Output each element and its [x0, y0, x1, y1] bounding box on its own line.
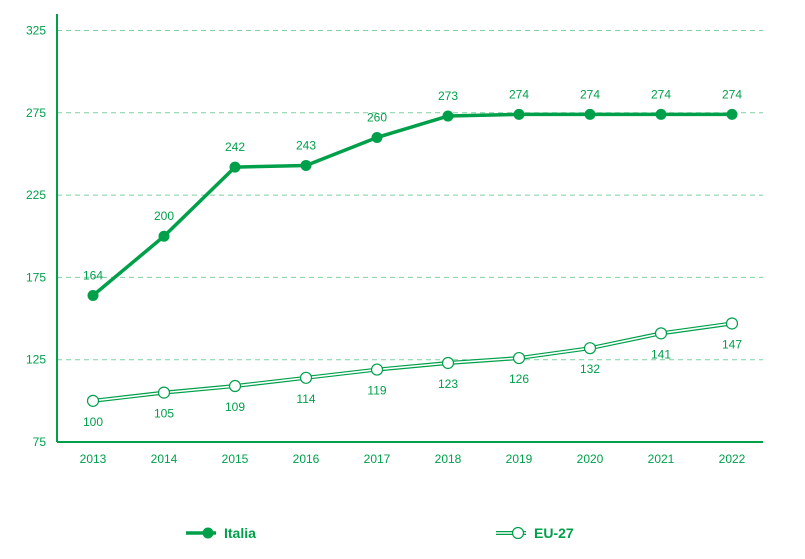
data-label: 164 [83, 268, 103, 282]
legend-label: EU-27 [534, 525, 574, 541]
data-label: 274 [509, 87, 529, 101]
x-tick-label: 2019 [506, 452, 533, 466]
series-line-eu27 [92, 321, 733, 403]
legend-entry: Italia [186, 525, 256, 541]
x-tick-label: 2013 [80, 452, 107, 466]
data-label: 132 [580, 362, 600, 376]
y-tick-label: 325 [26, 23, 46, 37]
data-label: 274 [651, 87, 671, 101]
y-tick-labels: 75 125 175 225 275 325 [26, 23, 46, 449]
data-point [228, 379, 242, 393]
data-label: 260 [367, 110, 387, 124]
data-label: 109 [225, 400, 245, 414]
series-lines [91, 112, 733, 403]
data-point [87, 289, 99, 301]
data-label: 147 [722, 337, 742, 351]
y-tick-label: 275 [26, 106, 46, 120]
data-label: 274 [580, 87, 600, 101]
data-point [654, 327, 668, 340]
x-tick-label: 2022 [719, 452, 746, 466]
x-tick-label: 2015 [222, 452, 249, 466]
x-tick-label: 2021 [648, 452, 675, 466]
data-point [370, 363, 384, 376]
y-tick-label: 75 [33, 435, 47, 449]
legend-entry: EU-27 [496, 525, 574, 541]
data-label: 119 [367, 384, 386, 398]
data-point [655, 108, 667, 120]
data-label: 273 [438, 89, 458, 103]
data-label: 100 [83, 415, 103, 429]
data-point [86, 394, 100, 407]
legend: Italia EU-27 [186, 525, 574, 541]
data-label: 105 [154, 407, 174, 421]
y-tick-label: 175 [26, 270, 46, 284]
x-tick-label: 2018 [435, 452, 462, 466]
data-point [512, 351, 526, 365]
data-label: 126 [509, 372, 529, 386]
data-point [441, 356, 455, 370]
data-point [299, 371, 313, 384]
data-label: 114 [296, 392, 315, 406]
data-point [229, 161, 241, 173]
data-point [584, 108, 596, 120]
data-label: 200 [154, 209, 174, 223]
legend-marker [511, 526, 525, 540]
data-label: 123 [438, 377, 458, 391]
data-point [371, 131, 383, 143]
y-tick-label: 125 [26, 353, 46, 367]
data-labels: 164 200 242 243 260 273 274 274 274 274 100 105 109 1… [83, 87, 742, 428]
data-label: 243 [296, 138, 316, 152]
x-tick-label: 2016 [293, 452, 320, 466]
data-point [726, 108, 738, 120]
data-point [300, 159, 312, 171]
data-point [725, 317, 739, 330]
data-label: 141 [651, 347, 671, 361]
axes [56, 14, 763, 443]
data-label: 274 [722, 87, 742, 101]
series-line-eu27-inner [92, 322, 733, 402]
data-label: 242 [225, 140, 245, 154]
series-line-italia [91, 112, 732, 297]
y-tick-label: 225 [26, 188, 46, 202]
data-point [513, 108, 525, 120]
gridlines [57, 29, 763, 361]
data-point [158, 230, 170, 242]
legend-marker [202, 527, 214, 539]
x-tick-label: 2017 [364, 452, 391, 466]
data-point [157, 386, 171, 399]
data-point [583, 342, 597, 355]
data-point [442, 110, 454, 122]
x-tick-label: 2014 [151, 452, 178, 466]
x-tick-label: 2020 [577, 452, 604, 466]
series-points [86, 108, 739, 407]
legend-label: Italia [224, 525, 256, 541]
x-tick-labels: 2013 2014 2015 2016 2017 2018 2019 2020 2021 2022 [80, 452, 746, 466]
